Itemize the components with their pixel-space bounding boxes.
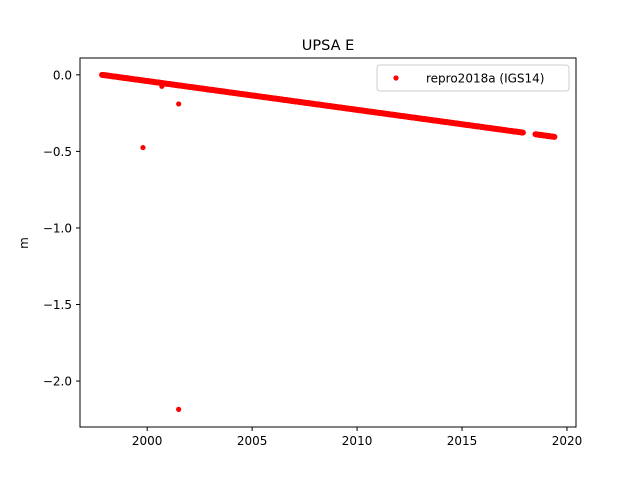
legend: repro2018a (IGS14)	[376, 64, 570, 92]
legend-box	[376, 64, 570, 92]
y-axis-label: m	[17, 237, 31, 249]
legend-label: repro2018a (IGS14)	[426, 72, 544, 86]
plot-frame	[79, 57, 577, 428]
outlier-point	[140, 144, 146, 151]
axis-ticks: 2000 2005 2010 2015 2020 0.0 −0.5 −1.0 −1.5 −2.0	[43, 68, 582, 448]
x-tick-label: 2000	[132, 434, 163, 448]
y-tick-label: −0.5	[43, 145, 72, 159]
outlier-point	[176, 406, 182, 412]
y-tick-label: −1.0	[43, 221, 72, 235]
x-tick-label: 2005	[237, 434, 268, 448]
data-points	[99, 71, 558, 412]
x-tick-label: 2010	[342, 434, 373, 448]
x-tick-label: 2015	[447, 434, 478, 448]
y-tick-label: −2.0	[43, 375, 72, 389]
x-tick-label: 2020	[552, 434, 583, 448]
y-tick-label: 0.0	[53, 68, 72, 82]
outlier-point	[176, 101, 182, 107]
data-point	[519, 129, 526, 136]
data-point	[551, 133, 558, 140]
outlier-point	[159, 83, 165, 89]
legend-marker	[393, 75, 399, 81]
chart-title: UPSA E	[302, 38, 355, 54]
y-tick-label: −1.5	[43, 298, 72, 312]
